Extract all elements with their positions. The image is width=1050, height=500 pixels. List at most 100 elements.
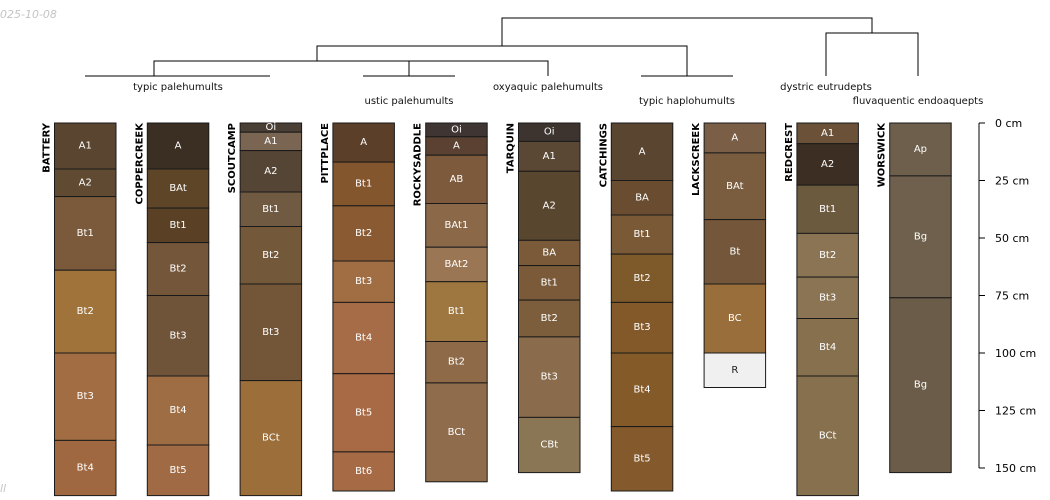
horizon-block [703,219,767,285]
depth-tick-label: 150 cm [995,462,1036,475]
soil-profile: REDCREST A1 A2 Bt1 Bt2 Bt3 Bt4 BCt [784,122,859,497]
horizon-block [332,373,395,453]
horizon-block [703,352,767,388]
horizon-label: Bt1 [541,277,558,288]
horizon-label: Bt5 [355,407,372,418]
horizon-label: Bt3 [77,391,94,402]
soil-profiles: BATTERY A1 A2 Bt1 Bt2 Bt3 Bt4 COPPERCREEK A BAt Bt… [42,122,952,497]
horizon-label: Bt1 [448,306,465,317]
dendrogram-root-link [501,17,873,46]
horizon-label: A [453,141,460,152]
horizon-label: Bt2 [541,313,558,324]
horizon-label: BA [635,192,649,203]
horizon-label: Bt3 [262,327,279,338]
horizon-label: Bt3 [355,276,372,287]
horizon-label: Bt3 [169,330,186,341]
horizon-label: BCt [819,430,837,441]
profile-name: CATCHINGS [598,123,609,187]
horizon-block [610,253,674,303]
horizon-label: R [731,365,738,376]
horizon-block [610,180,674,216]
horizon-block [518,265,581,301]
depth-tick-label: 25 cm [995,175,1029,188]
horizon-block [239,226,303,285]
soil-profile: WORSWICK Ap Bg Bg [877,122,952,474]
dendrogram-inceptisol-link [825,32,919,76]
horizon-block [518,239,581,267]
horizon-label: Oi [266,122,277,133]
horizon-label: Ap [914,144,927,155]
dendrogram-palehumults-inner-link [153,60,549,76]
horizon-label: Bt5 [633,453,650,464]
horizon-block [518,140,581,172]
taxon-label: typic haplohumults [639,96,735,107]
corner-watermark: ll [0,482,6,495]
horizon-label: CBt [540,440,558,451]
horizon-block [425,246,488,283]
horizon-block [796,143,859,186]
horizon-label: Bt1 [633,229,650,240]
horizon-label: BCt [448,427,466,438]
soil-profile: TARQUIN Oi A1 A2 BA Bt1 Bt2 Bt3 CBt [506,122,581,474]
horizon-block [518,299,581,338]
horizon-label: A1 [79,141,92,152]
dendrogram-palehumults-link [316,45,688,76]
horizon-label: Bt6 [355,466,372,477]
depth-tick-label: 50 cm [995,232,1029,245]
horizon-block [332,161,395,207]
horizon-label: Bt1 [77,228,94,239]
horizon-block [54,269,117,354]
soil-profile: PITTPLACE A Bt1 Bt2 Bt3 Bt4 Bt5 Bt6 [320,122,395,492]
horizon-label: Bt1 [169,220,186,231]
horizon-label: BC [728,313,742,324]
profile-name: SCOUTCAMP [227,123,238,193]
horizon-label: Bg [914,231,927,242]
horizon-block [146,207,210,244]
horizon-label: Bg [914,380,927,391]
horizon-block [425,281,488,343]
horizon-label: BAt [726,181,744,192]
horizon-block [146,375,210,446]
horizon-label: Bt4 [169,405,186,416]
horizon-label: Bt2 [355,228,372,239]
horizon-block [703,122,767,154]
taxon-label: dystric eutrudepts [780,82,872,93]
soil-profile: COPPERCREEK A BAt Bt1 Bt2 Bt3 Bt4 Bt5 [134,122,210,497]
horizon-block [146,295,210,377]
profile-name: LACKSCREEK [691,122,702,196]
date-watermark: 025-10-08 [0,8,57,21]
horizon-block [332,260,395,303]
horizon-label: Bt4 [819,342,836,353]
horizon-label: Bt2 [262,250,279,261]
horizon-block [239,283,303,382]
horizon-label: BAt1 [445,220,469,231]
horizon-label: A [360,137,367,148]
horizon-label: Bt1 [355,178,372,189]
taxon-label: oxyaquic palehumults [493,82,603,93]
horizon-label: BCt [262,433,280,444]
horizon-block [796,375,859,497]
horizon-block [703,152,767,221]
horizon-label: Bt1 [262,204,279,215]
horizon-block [425,341,488,384]
horizon-label: Bt2 [169,264,186,275]
horizon-label: Bt1 [819,204,836,215]
horizon-label: A1 [543,151,556,162]
horizon-block [146,444,210,497]
horizon-label: A1 [264,136,277,147]
horizon-block [425,382,488,483]
horizon-block [146,242,210,297]
horizon-label: BAt2 [445,259,469,270]
depth-tick-label: 125 cm [995,405,1036,418]
horizon-label: Bt4 [633,384,650,395]
horizon-block [610,214,674,255]
horizon-block [146,122,210,170]
depth-tick-label: 0 cm [995,117,1022,130]
profile-name: COPPERCREEK [134,122,145,205]
soil-profile: CATCHINGS A BA Bt1 Bt2 Bt3 Bt4 Bt5 [598,122,674,492]
horizon-label: Bt4 [77,463,94,474]
horizon-label: Bt2 [633,273,650,284]
horizon-label: A1 [821,128,834,139]
horizon-label: Bt [729,246,740,257]
horizon-label: A2 [264,166,277,177]
